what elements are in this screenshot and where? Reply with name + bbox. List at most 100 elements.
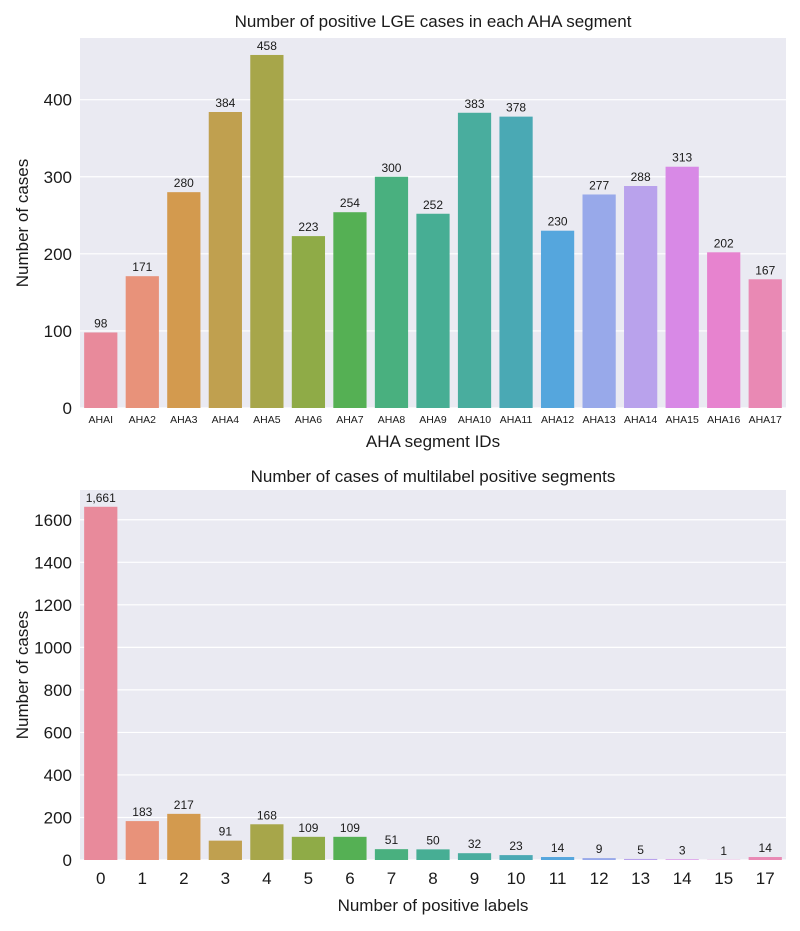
- y-tick-label: 400: [44, 766, 72, 785]
- bar-value-label: 109: [298, 821, 318, 835]
- bar: [540, 230, 575, 408]
- x-tick-label: 4: [262, 869, 271, 888]
- bar-value-label: 252: [423, 198, 443, 212]
- bar: [665, 859, 699, 860]
- bar: [208, 112, 242, 408]
- lge-segments-chart: 98 171 280 384 458 223 254 300 252 383 378 230 277 28…: [13, 12, 786, 451]
- bar-value-label: 300: [381, 161, 401, 175]
- bar: [457, 853, 492, 860]
- y-ticks: 0 100 200 300 400: [44, 91, 72, 418]
- x-axis-label: AHA segment IDs: [366, 432, 500, 451]
- y-tick-label: 0: [63, 851, 72, 870]
- x-tick-label: AHA8: [378, 414, 406, 426]
- x-tick-label: 9: [470, 869, 479, 888]
- bar: [250, 54, 284, 408]
- x-tick-label: AHA7: [336, 414, 364, 426]
- bar-value-label: 167: [755, 263, 775, 277]
- x-tick-label: 17: [756, 869, 775, 888]
- x-tick-label: AHA12: [541, 414, 574, 426]
- x-tick-label: AHA3: [170, 414, 198, 426]
- x-tick-label: 8: [428, 869, 437, 888]
- bar: [416, 213, 450, 408]
- x-tick-label: 0: [96, 869, 105, 888]
- bar-value-label: 32: [468, 837, 482, 851]
- x-tick-label: 3: [221, 869, 230, 888]
- bar: [457, 112, 492, 408]
- x-tick-label: 10: [507, 869, 526, 888]
- y-ticks: 0 200 400 600 800 1000 1200 1400 1600: [34, 511, 72, 870]
- bar: [291, 836, 326, 860]
- y-tick-label: 800: [44, 681, 72, 700]
- bar: [624, 858, 658, 860]
- bar-value-label: 23: [509, 839, 523, 853]
- x-tick-label: AHA17: [749, 414, 782, 426]
- x-tick-label: 12: [590, 869, 609, 888]
- x-ticks: 0 1 2 3 4 5 6 7 8 9 10 11 12 13 14 15 17: [96, 869, 775, 888]
- bar-value-label: 109: [340, 821, 360, 835]
- x-tick-label: 15: [714, 869, 733, 888]
- x-ticks: AHAI AHA2 AHA3 AHA4 AHA5 AHA6 AHA7 AHA8 AHA9 AHA1…: [89, 414, 783, 426]
- bar-value-label: 230: [548, 215, 568, 229]
- y-tick-label: 200: [44, 808, 72, 827]
- chart-title: Number of positive LGE cases in each AHA…: [235, 12, 632, 31]
- bar-value-label: 14: [551, 841, 565, 855]
- bar: [582, 858, 616, 860]
- y-axis-label: Number of cases: [13, 159, 32, 288]
- y-tick-label: 1200: [34, 596, 72, 615]
- y-axis-label: Number of cases: [13, 611, 32, 740]
- bar-value-label: 51: [385, 833, 399, 847]
- bars: [84, 506, 782, 860]
- bar-value-label: 288: [631, 170, 651, 184]
- x-tick-label: AHA4: [212, 414, 240, 426]
- bar-value-label: 9: [596, 842, 603, 856]
- x-tick-label: AHA6: [295, 414, 323, 426]
- x-tick-label: 2: [179, 869, 188, 888]
- bar-value-label: 5: [637, 843, 644, 857]
- bar: [208, 840, 242, 860]
- gridlines: [80, 519, 786, 861]
- x-tick-label: AHA16: [707, 414, 740, 426]
- bar-value-label: 223: [298, 220, 318, 234]
- bar-value-label: 171: [132, 260, 152, 274]
- y-tick-label: 400: [44, 91, 72, 110]
- x-tick-label: 6: [345, 869, 354, 888]
- bar: [125, 276, 159, 408]
- bar-value-label: 378: [506, 101, 526, 115]
- x-tick-label: 7: [387, 869, 396, 888]
- bar: [540, 857, 575, 860]
- x-tick-label: AHA5: [253, 414, 281, 426]
- bar-value-label: 98: [94, 316, 108, 330]
- x-tick-label: AHAI: [89, 414, 114, 426]
- plot-background: [80, 490, 786, 860]
- y-tick-label: 1400: [34, 553, 72, 572]
- y-tick-label: 1000: [34, 638, 72, 657]
- bar: [84, 332, 118, 408]
- bar-value-label: 3: [679, 843, 686, 857]
- x-tick-label: 1: [138, 869, 147, 888]
- bar-value-label: 277: [589, 178, 609, 192]
- bar: [333, 212, 367, 408]
- x-tick-label: AHA2: [129, 414, 157, 426]
- x-tick-label: AHA9: [419, 414, 447, 426]
- bar: [748, 279, 782, 408]
- x-tick-label: 13: [631, 869, 650, 888]
- bar: [499, 855, 533, 860]
- bar-value-label: 1,661: [86, 491, 116, 505]
- bar: [167, 192, 201, 408]
- y-tick-label: 1600: [34, 511, 72, 530]
- bar: [582, 194, 616, 408]
- x-tick-label: 11: [549, 869, 567, 888]
- bar-value-label: 280: [174, 176, 194, 190]
- x-axis-label: Number of positive labels: [338, 896, 529, 915]
- bar-value-label: 91: [219, 825, 233, 839]
- bar: [499, 116, 533, 408]
- bar-value-label: 50: [426, 833, 440, 847]
- x-tick-label: AHA13: [582, 414, 615, 426]
- y-tick-label: 0: [63, 399, 72, 418]
- bar: [748, 857, 782, 860]
- x-tick-label: AHA11: [500, 414, 533, 426]
- bar: [624, 186, 658, 408]
- bar: [374, 176, 409, 408]
- bar-value-label: 383: [465, 97, 485, 111]
